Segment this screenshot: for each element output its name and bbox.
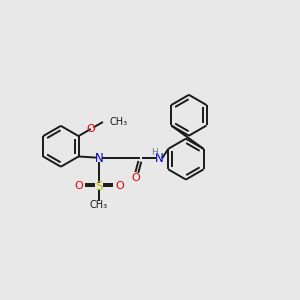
- Text: O: O: [132, 173, 140, 183]
- Text: CH₃: CH₃: [90, 200, 108, 210]
- Text: O: O: [115, 181, 124, 191]
- Text: H: H: [151, 148, 158, 157]
- Text: N: N: [94, 152, 103, 165]
- Text: CH₃: CH₃: [110, 117, 128, 127]
- Text: N: N: [155, 152, 164, 165]
- Text: O: O: [86, 124, 95, 134]
- Text: S: S: [95, 180, 103, 193]
- Text: O: O: [74, 181, 83, 191]
